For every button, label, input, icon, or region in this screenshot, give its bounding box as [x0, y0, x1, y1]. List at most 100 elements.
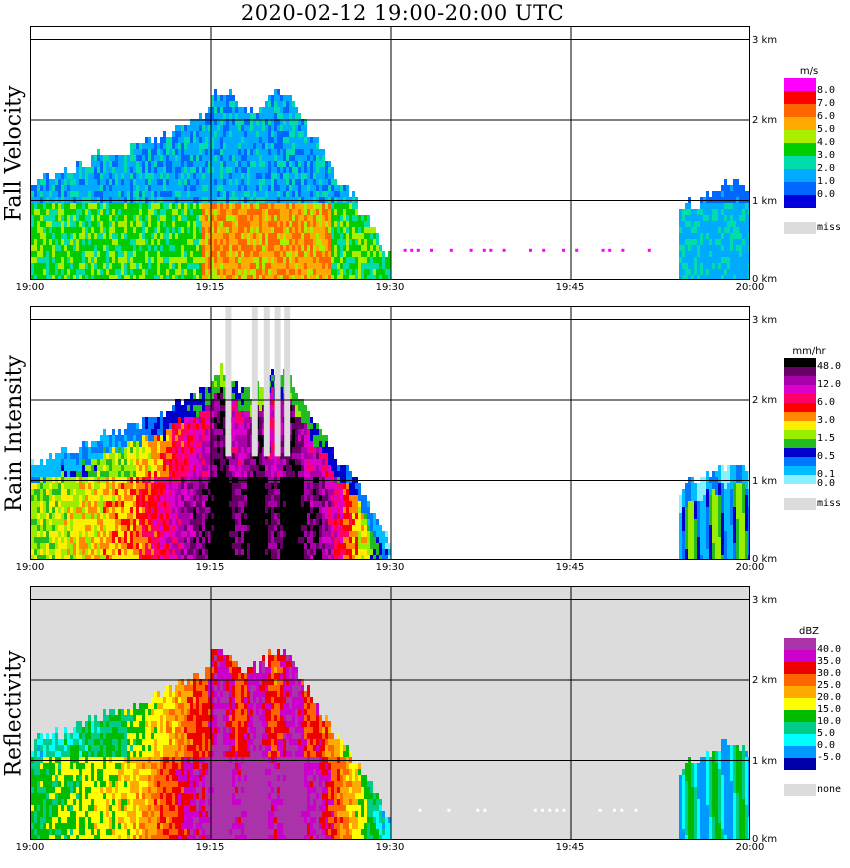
data-cell — [154, 245, 157, 251]
data-cell — [277, 275, 280, 279]
data-cell — [736, 203, 739, 209]
data-cell — [169, 137, 172, 143]
data-cell — [181, 173, 184, 179]
data-cell — [43, 483, 46, 489]
data-cell — [718, 269, 721, 275]
data-cell — [703, 245, 706, 251]
data-cell — [109, 519, 112, 525]
data-cell — [703, 233, 706, 239]
data-cell — [214, 519, 217, 525]
data-cell — [256, 471, 259, 477]
data-cell — [316, 251, 319, 257]
data-cell — [292, 173, 295, 179]
data-cell — [283, 125, 286, 131]
data-cell — [49, 275, 52, 279]
data-cell — [250, 411, 253, 417]
data-cell — [67, 233, 70, 239]
data-cell — [175, 423, 178, 429]
data-cell — [154, 227, 157, 233]
data-cell — [40, 549, 43, 555]
data-cell — [238, 179, 241, 185]
data-cell — [259, 405, 262, 411]
data-cell — [232, 507, 235, 513]
data-cell — [193, 411, 196, 417]
data-cell — [232, 543, 235, 549]
data-cell — [253, 525, 256, 531]
legend-label: 2.0 — [817, 163, 836, 174]
data-cell — [55, 257, 58, 263]
data-cell — [169, 423, 172, 429]
data-cell — [256, 543, 259, 549]
data-cell — [193, 459, 196, 465]
data-cell — [211, 203, 214, 209]
data-cell — [169, 185, 172, 191]
data-cell — [115, 483, 118, 489]
data-cell — [64, 489, 67, 495]
data-cell — [214, 173, 217, 179]
data-cell — [682, 221, 685, 227]
data-cell — [679, 275, 682, 279]
data-cell — [55, 495, 58, 501]
data-cell — [115, 507, 118, 513]
data-cell — [46, 185, 49, 191]
data-cell — [325, 239, 328, 245]
data-cell — [214, 269, 217, 275]
data-cell — [46, 245, 49, 251]
data-cell — [331, 233, 334, 239]
legend-swatch — [784, 117, 816, 130]
data-cell — [268, 95, 271, 101]
data-cell — [190, 405, 193, 411]
data-cell — [127, 185, 130, 191]
data-cell — [97, 185, 100, 191]
data-cell — [142, 275, 145, 279]
data-cell — [94, 501, 97, 507]
data-cell — [154, 417, 157, 423]
data-cell — [64, 263, 67, 269]
data-cell — [97, 167, 100, 173]
data-cell — [127, 447, 130, 453]
data-cell — [151, 257, 154, 263]
data-cell — [736, 233, 739, 239]
data-cell — [43, 263, 46, 269]
data-cell — [115, 489, 118, 495]
data-cell — [160, 489, 163, 495]
data-cell — [211, 161, 214, 167]
data-cell — [190, 227, 193, 233]
data-cell — [208, 495, 211, 501]
surface-dot — [601, 248, 605, 252]
data-cell — [97, 543, 100, 549]
data-cell — [226, 245, 229, 251]
data-cell — [262, 269, 265, 275]
data-cell — [232, 525, 235, 531]
data-cell — [106, 167, 109, 173]
data-cell — [205, 555, 208, 559]
data-cell — [151, 555, 154, 559]
data-cell — [229, 489, 232, 495]
data-cell — [91, 471, 94, 477]
data-cell — [169, 489, 172, 495]
data-cell — [160, 435, 163, 441]
data-cell — [160, 555, 163, 559]
data-cell — [178, 399, 181, 405]
data-cell — [310, 239, 313, 245]
data-cell — [64, 531, 67, 537]
data-cell — [154, 257, 157, 263]
data-cell — [130, 179, 133, 185]
data-cell — [295, 125, 298, 131]
data-cell — [250, 447, 253, 453]
data-cell — [247, 411, 250, 417]
data-cell — [175, 185, 178, 191]
y-axis-label: Fall Velocity — [0, 26, 28, 280]
data-cell — [223, 465, 226, 471]
data-cell — [121, 263, 124, 269]
data-cell — [34, 263, 37, 269]
data-cell — [97, 263, 100, 269]
data-cell — [139, 269, 142, 275]
data-cell — [256, 245, 259, 251]
data-cell — [316, 245, 319, 251]
data-cell — [133, 525, 136, 531]
data-cell — [307, 173, 310, 179]
data-cell — [295, 191, 298, 197]
data-cell — [736, 269, 739, 275]
data-cell — [187, 149, 190, 155]
